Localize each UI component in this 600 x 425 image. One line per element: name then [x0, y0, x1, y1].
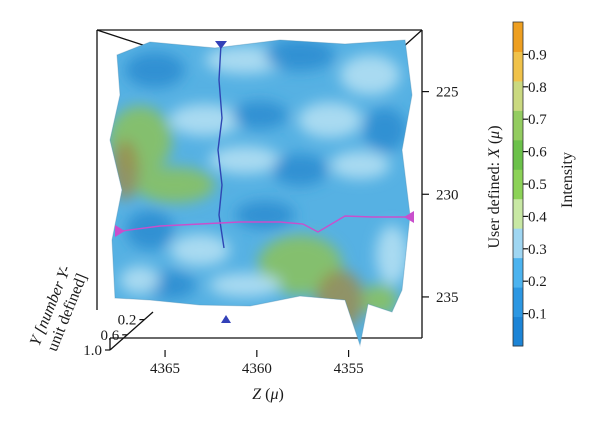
surface-patch [340, 55, 400, 95]
z-tick-label: 4360 [242, 361, 272, 377]
surface-patch [298, 102, 362, 138]
marker-lines [115, 41, 414, 323]
y-tick-label: 0.2 [118, 313, 137, 329]
y-tick-label: 1.0 [83, 343, 102, 359]
colorbar-tick-label: 0.6 [528, 145, 547, 161]
x-tick-label: 225 [436, 85, 459, 101]
marker-top-triangle [215, 41, 227, 49]
colorbar-segment [513, 198, 523, 229]
z-axis-title: Z (μ) [252, 386, 284, 403]
colorbar-tick-label: 0.9 [528, 47, 547, 63]
y-axis-title: Y [number Y- unit defined] [27, 263, 91, 354]
horizontal-profile-line [121, 215, 410, 233]
colorbar-segment [513, 22, 523, 52]
colorbar-tick-label: 0.5 [528, 177, 547, 193]
y-axis: 0.20.61.0 [83, 313, 145, 359]
surface-patch [135, 167, 215, 203]
colorbar-tick-label: 0.8 [528, 80, 547, 96]
intensity-surface [109, 39, 413, 347]
surface-patch [258, 235, 342, 295]
surface-patch [169, 104, 241, 136]
colorbar-tick-label: 0.1 [528, 307, 547, 323]
surface-patch [265, 40, 335, 71]
z-tick-label: 4365 [150, 361, 180, 377]
y-tick-label: 0.6 [100, 328, 119, 344]
marker-left-triangle [115, 225, 125, 237]
vertical-profile-line [217, 43, 225, 249]
colorbar-segment [513, 110, 523, 141]
x-axis: 225 230 235 [422, 85, 459, 306]
surface-patch [376, 225, 408, 285]
colorbar-segment [513, 287, 523, 318]
colorbar-tick-label: 0.7 [528, 112, 547, 128]
surface-patch [330, 151, 390, 179]
colorbar-segment [513, 80, 523, 111]
surface-patch [126, 210, 174, 250]
plot-box [96, 29, 423, 351]
surface-patch [209, 273, 281, 297]
surface-patch [170, 234, 230, 266]
colorbar-segment [513, 169, 523, 200]
marker-right-triangle [404, 211, 414, 223]
x-axis-title: User defined: X (μ) [486, 125, 503, 248]
colorbar-title: Intensity [559, 152, 576, 208]
colorbar-segment [513, 228, 523, 259]
surface-patch [363, 108, 407, 152]
x-tick-label: 235 [436, 290, 459, 306]
marker-bottom-triangle [221, 315, 231, 323]
colorbar-tick-label: 0.4 [528, 209, 547, 225]
surface-patch [111, 140, 139, 200]
z-axis: 4365 4360 4355 [150, 350, 364, 377]
surface-patch [272, 154, 328, 186]
colorbar-tick-label: 0.3 [528, 242, 547, 258]
z-tick-label: 4355 [334, 361, 364, 377]
surface-patch [120, 266, 160, 294]
colorbar-segment [513, 316, 523, 347]
colorbar-segment [513, 257, 523, 288]
surface-patch [125, 52, 185, 88]
x-tick-label: 230 [436, 187, 459, 203]
surface-patch [232, 101, 288, 129]
colorbar-segment [513, 139, 523, 170]
colorbar: 0.1 0.2 0.3 0.4 0.5 0.6 0.7 0.8 0.9 [512, 21, 547, 347]
colorbar-tick-label: 0.2 [528, 274, 547, 290]
colorbar-segment [513, 51, 523, 82]
surface-patch [205, 46, 285, 74]
surface-patch [235, 201, 295, 229]
surface-patch [209, 146, 281, 174]
surface-color-patches [110, 40, 408, 330]
